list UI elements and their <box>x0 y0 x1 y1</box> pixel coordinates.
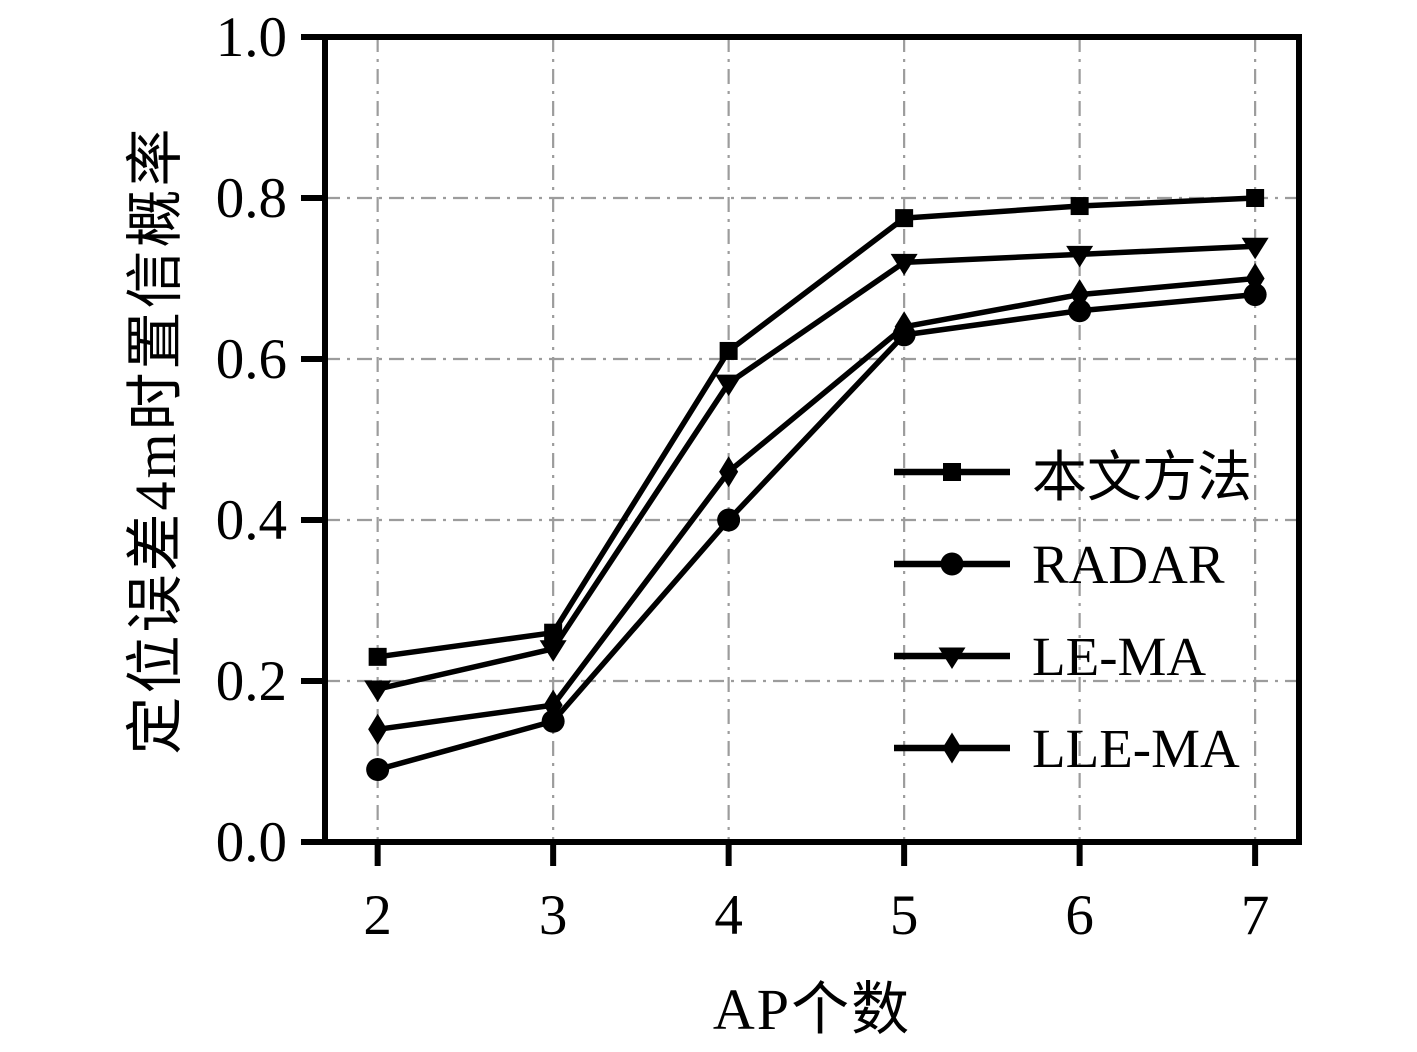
legend-swatch <box>894 552 1010 576</box>
x-tick-label: 6 <box>1065 884 1094 947</box>
x-axis-title: AP个数 <box>712 977 912 1042</box>
circle-marker-icon <box>541 709 565 733</box>
square-marker-icon <box>1246 189 1265 207</box>
series-line-square <box>374 195 1258 660</box>
legend-swatch <box>894 463 1010 481</box>
diamond-marker-icon <box>368 713 388 745</box>
legend-item: LLE-MA <box>892 702 1252 794</box>
circle-marker-icon <box>1068 299 1092 323</box>
square-marker-icon <box>368 647 387 666</box>
diamond-marker-icon <box>543 689 563 721</box>
legend-swatch <box>894 647 1010 669</box>
legend-label: LE-MA <box>1032 625 1207 687</box>
legend-label: LLE-MA <box>1032 717 1240 779</box>
triangle-down-marker-icon <box>890 253 918 276</box>
legend: 本文方法 RADAR LE-MA LLE-MA <box>892 426 1252 794</box>
y-axis-title: 定位误差4m时置信概率 <box>123 125 188 755</box>
y-tick-label: 0.6 <box>216 328 287 391</box>
square-marker-icon <box>1070 197 1089 216</box>
legend-label: 本文方法 <box>1032 447 1253 508</box>
y-tick-label: 1.0 <box>216 6 287 69</box>
legend-item: LE-MA <box>892 610 1252 702</box>
legend-item: RADAR <box>892 518 1252 610</box>
series-line-triangle-down <box>374 243 1258 692</box>
legend-label: RADAR <box>1032 533 1225 595</box>
x-tick-label: 2 <box>363 884 392 947</box>
x-tick-label: 3 <box>539 884 568 947</box>
triangle-down-marker-icon <box>938 647 966 669</box>
square-marker-icon <box>943 463 961 481</box>
y-tick-label: 0.8 <box>216 167 287 230</box>
triangle-down-marker-icon <box>715 374 743 397</box>
y-tick-label: 0.2 <box>216 650 287 713</box>
square-marker-icon <box>719 341 738 360</box>
diamond-marker-icon <box>719 456 739 488</box>
square-marker-icon <box>895 209 914 228</box>
circle-marker-icon <box>366 758 390 782</box>
triangle-down-marker-icon <box>539 640 567 662</box>
diamond-marker-icon <box>942 732 962 764</box>
axes-frame <box>322 34 1302 845</box>
triangle-down-marker-icon <box>1066 245 1094 268</box>
x-tick-label: 5 <box>890 884 919 947</box>
triangle-down-marker-icon <box>364 680 392 703</box>
circle-marker-icon <box>717 508 741 532</box>
diamond-marker-icon <box>1070 279 1090 311</box>
circle-marker-icon <box>940 552 964 576</box>
x-tick-label: 7 <box>1241 884 1270 947</box>
legend-item: 本文方法 <box>892 426 1252 518</box>
circle-marker-icon <box>1243 283 1267 307</box>
diamond-marker-icon <box>894 311 914 343</box>
x-tick-label: 4 <box>714 884 743 947</box>
diamond-marker-icon <box>1245 263 1265 294</box>
series-line-circle <box>374 291 1258 773</box>
legend-swatch <box>894 732 1010 764</box>
series-line-diamond <box>374 275 1258 733</box>
triangle-down-marker-icon <box>1241 237 1269 260</box>
y-tick-label: 0.0 <box>216 811 287 874</box>
y-tick-label: 0.4 <box>216 489 287 552</box>
